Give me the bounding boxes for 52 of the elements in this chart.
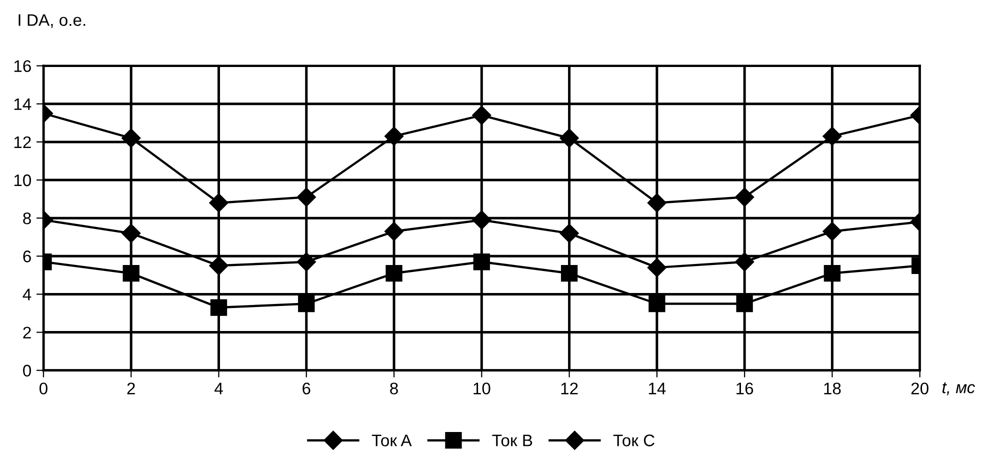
legend-label: Ток A [372,434,412,446]
x-tick-label: 8 [390,382,398,394]
y-axis-title: I DA, о.е. [18,14,86,28]
point [472,210,492,230]
y-tick-label: 14 [14,98,32,110]
x-axis-title: t, мс [942,382,976,396]
point [296,188,316,207]
x-tick-label: 12 [561,382,578,394]
x-tick-label: 0 [39,382,48,394]
point [122,128,141,148]
y-tick-label: 4 [22,288,32,300]
y-tick-label: 10 [14,174,32,186]
x-tick-label: 20 [911,382,928,394]
point [647,258,666,278]
y-tick-label: 16 [14,60,31,72]
x-tick-label: 2 [127,382,135,394]
point [824,264,841,282]
x-tick-label: 10 [474,382,490,394]
x-tick-label: 6 [302,382,310,394]
point [122,224,141,243]
y-tick-label: 2 [23,326,31,338]
x-tick-label: 4 [214,382,223,394]
point [209,193,228,212]
point [296,252,316,272]
point [122,264,140,282]
point [735,252,754,272]
point [560,128,579,148]
point [384,222,404,241]
point [822,126,842,146]
point [560,224,579,243]
point [647,193,666,212]
point [736,295,753,312]
point [560,264,578,282]
x-tick-label: 18 [824,382,841,394]
point [386,264,402,282]
legend-label: Ток C [613,434,654,446]
point [472,106,492,125]
x-tick-label: 14 [648,382,666,394]
y-tick-label: 8 [23,212,31,224]
point [648,295,666,312]
point [298,295,315,312]
y-tick-label: 0 [23,364,32,377]
point [473,254,490,270]
point [210,299,228,316]
point [384,126,404,146]
y-tick-label: 6 [23,250,31,262]
x-tick-label: 16 [736,382,754,394]
point [209,256,228,276]
point [735,188,754,207]
point [822,222,842,241]
y-tick-label: 12 [14,136,31,148]
legend-label: Ток B [492,434,532,446]
